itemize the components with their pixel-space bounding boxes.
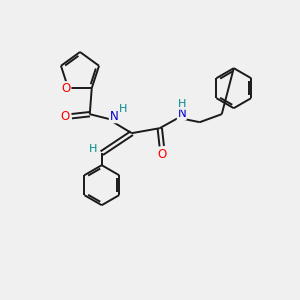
Text: N: N (177, 107, 186, 120)
Text: H: H (88, 144, 97, 154)
Text: O: O (60, 110, 69, 123)
Text: H: H (118, 104, 127, 114)
Text: O: O (61, 82, 71, 95)
Text: O: O (157, 148, 167, 161)
Text: N: N (110, 110, 118, 123)
Text: H: H (178, 99, 186, 109)
